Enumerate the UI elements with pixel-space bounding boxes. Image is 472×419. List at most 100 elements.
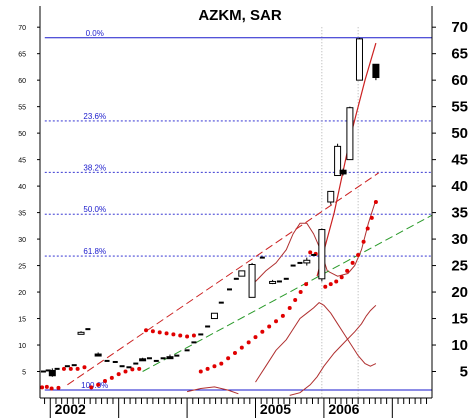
- trend-channel-lower: [142, 214, 433, 372]
- price-bar: [45, 369, 51, 372]
- right-tick-label: 70: [451, 19, 468, 36]
- price-bar: [104, 359, 110, 362]
- sar-point: [274, 319, 279, 324]
- candle-body: [94, 353, 102, 357]
- sar-point: [205, 366, 210, 371]
- price-bar: [205, 325, 211, 328]
- sar-point: [144, 328, 149, 333]
- left-tick-label: 55: [18, 105, 26, 112]
- vertical-markers: [321, 27, 359, 398]
- left-tick-label: 5: [22, 370, 26, 377]
- left-tick-label: 50: [18, 131, 26, 138]
- sar-point: [56, 385, 61, 390]
- left-tick-label: 25: [18, 264, 26, 271]
- left-tick-label: 45: [18, 158, 26, 165]
- sar-point: [44, 384, 49, 389]
- candle-body: [318, 229, 326, 280]
- x-tick-label: 2005: [260, 401, 291, 417]
- sar-point: [253, 335, 258, 340]
- candle-body: [372, 63, 380, 79]
- sar-point: [361, 239, 366, 244]
- candle-body: [355, 38, 363, 81]
- fib-label: 50.0%: [83, 205, 106, 214]
- price-bar: [160, 357, 166, 360]
- right-tick-label: 25: [451, 258, 468, 275]
- candle-body: [303, 259, 311, 264]
- right-tick-label: 35: [451, 205, 468, 222]
- sar-point: [123, 369, 128, 374]
- price-bar: [153, 359, 159, 362]
- fib-label: 100.0%: [81, 381, 108, 390]
- sar-point: [287, 305, 292, 310]
- left-tick-label: 30: [18, 237, 26, 244]
- sar-point: [49, 386, 54, 391]
- sar-point: [185, 334, 190, 339]
- fib-label: 0.0%: [86, 29, 104, 38]
- price-bar: [233, 277, 239, 280]
- sar-point: [334, 279, 339, 284]
- x-tick-label: 2002: [55, 401, 86, 417]
- sar-point: [68, 366, 73, 371]
- sar-point: [328, 282, 333, 287]
- price-bar: [276, 280, 282, 283]
- left-tick-label: 60: [18, 78, 26, 85]
- sar-point: [298, 290, 303, 295]
- envelope-small-line: [186, 386, 239, 395]
- sar-point: [260, 329, 265, 334]
- price-bar: [290, 264, 296, 267]
- sar-point: [345, 268, 350, 273]
- price-bar: [119, 365, 125, 368]
- sar-point: [96, 382, 101, 387]
- candle-body: [334, 145, 342, 177]
- price-bar: [174, 354, 180, 357]
- sar-point: [157, 330, 162, 335]
- candlesticks: [48, 37, 380, 377]
- price-bar: [227, 288, 233, 291]
- sar-point: [304, 282, 309, 287]
- sar-point: [137, 366, 142, 371]
- sar-point: [150, 329, 155, 334]
- right-tick-label: 30: [451, 231, 468, 248]
- sar-point: [75, 366, 80, 371]
- right-tick-label: 65: [451, 46, 468, 63]
- sar-point: [350, 260, 355, 265]
- sar-point: [226, 356, 231, 361]
- price-bar: [184, 349, 190, 352]
- candle-body: [210, 312, 218, 320]
- x-tick-label: 2006: [328, 401, 359, 417]
- price-bar: [133, 362, 139, 365]
- right-tick-label: 40: [451, 178, 468, 195]
- candle-body: [327, 190, 335, 203]
- price-bar: [126, 366, 132, 369]
- candle-body: [339, 169, 347, 175]
- sar-point: [82, 365, 87, 370]
- sar-point: [365, 226, 370, 231]
- sar-point: [102, 379, 107, 384]
- envelope-upper-line: [255, 201, 376, 282]
- sar-point: [369, 215, 374, 220]
- price-bar: [54, 367, 60, 370]
- candle-body: [248, 264, 256, 298]
- candle-body: [238, 270, 246, 277]
- fib-label: 23.6%: [83, 112, 106, 121]
- sar-series: [40, 200, 378, 391]
- right-tick-label: 15: [451, 311, 468, 328]
- left-tick-label: 65: [18, 52, 26, 59]
- fib-label: 61.8%: [83, 247, 106, 256]
- sar-point: [308, 250, 313, 255]
- left-tick-label: 35: [18, 211, 26, 218]
- sar-point: [61, 366, 66, 371]
- sar-point: [219, 361, 224, 366]
- price-bar: [198, 333, 204, 336]
- right-tick-label: 45: [451, 152, 468, 169]
- sar-point: [356, 252, 361, 257]
- candle-body: [77, 331, 85, 335]
- sar-point: [323, 284, 328, 289]
- axes: 5 10 15 20 25 30 35 40 45 50 55 60 65 70 5 10 15 20 25 30 35…: [18, 6, 468, 418]
- price-bar: [112, 360, 118, 363]
- price-bar: [85, 328, 91, 331]
- sar-point: [373, 200, 378, 204]
- left-tick-label: 15: [18, 317, 26, 324]
- envelope-lower-line: [255, 301, 377, 383]
